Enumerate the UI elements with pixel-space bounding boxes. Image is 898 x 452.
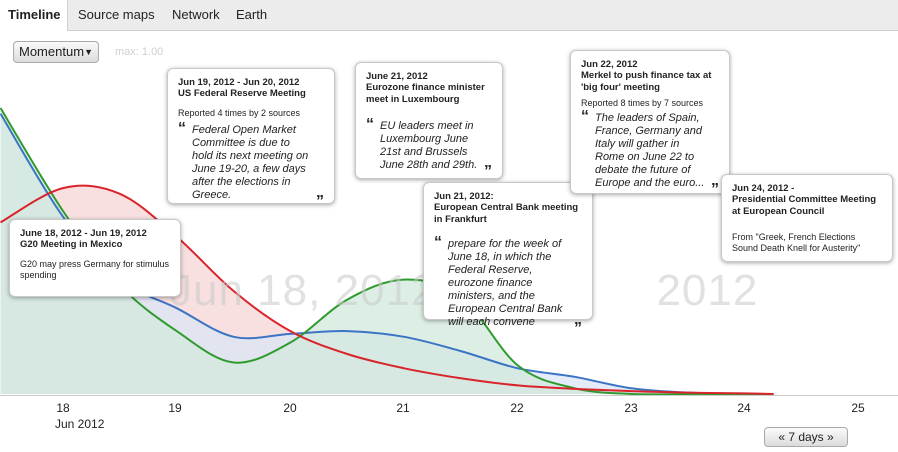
- event-card-eurozone[interactable]: June 21, 2012 Eurozone finance minister …: [355, 62, 503, 180]
- event-date: June 18, 2012 - Jun 19, 2012: [20, 228, 147, 239]
- event-quote: “prepare for the week of June 18, in whi…: [434, 234, 582, 337]
- event-reported: Reported 4 times by 2 sources: [178, 108, 301, 118]
- event-reported: Reported 8 times by 7 sources: [581, 98, 704, 108]
- open-quote-icon: “: [178, 120, 186, 137]
- event-date: Jun 19, 2012 - Jun 20, 2012: [178, 77, 300, 88]
- event-title: G20 Meeting in Mexico: [20, 239, 123, 250]
- close-quote-icon: ”: [711, 181, 719, 198]
- x-tick: 19: [168, 401, 182, 415]
- event-card-merkel[interactable]: Jun 22, 2012 Merkel to push finance tax …: [570, 50, 730, 198]
- days-pager[interactable]: « 7 days »: [764, 427, 848, 447]
- event-date: Jun 22, 2012: [581, 59, 638, 70]
- close-quote-icon: ”: [316, 193, 324, 210]
- tab-network[interactable]: Network: [172, 7, 220, 22]
- series-green-area: [0, 108, 774, 395]
- event-date: Jun 24, 2012 -: [732, 183, 795, 194]
- event-card-fed[interactable]: Jun 19, 2012 - Jun 20, 2012 US Federal R…: [167, 68, 335, 210]
- x-tick: 22: [510, 401, 524, 415]
- tab-source-maps[interactable]: Source maps: [78, 7, 155, 22]
- series-red-line: [0, 184, 774, 395]
- x-axis-line: [0, 395, 898, 396]
- event-quote: “The leaders of Spain, France, Germany a…: [581, 108, 719, 198]
- x-tick: 20: [283, 401, 297, 415]
- event-date: June 21, 2012: [366, 71, 428, 82]
- series-blue-area: [0, 113, 774, 394]
- event-quote: “EU leaders meet in Luxembourg June 21st…: [366, 116, 492, 180]
- event-quote: “Federal Open Market Committee is due to…: [178, 120, 324, 210]
- tab-bar: Timeline Source maps Network Earth: [0, 0, 898, 31]
- date-watermark: Jun 18, 2012 2012: [170, 266, 759, 315]
- event-card-g20[interactable]: June 18, 2012 - Jun 19, 2012 G20 Meeting…: [9, 219, 181, 297]
- close-quote-icon: ”: [484, 163, 492, 180]
- chevron-down-icon: ▼: [84, 47, 93, 57]
- x-tick: 25: [851, 401, 865, 415]
- tab-timeline[interactable]: Timeline: [0, 0, 68, 31]
- mode-select[interactable]: Momentum ▼: [13, 41, 99, 63]
- x-tick: 18: [56, 401, 70, 415]
- event-card-ecb[interactable]: Jun 21, 2012: European Central Bank meet…: [423, 182, 593, 337]
- close-quote-icon: ”: [574, 320, 582, 337]
- tab-earth[interactable]: Earth: [236, 7, 268, 22]
- event-title: Eurozone finance minister meet in Luxemb…: [366, 82, 485, 105]
- x-tick: 23: [624, 401, 638, 415]
- event-title: European Central Bank meeting in Frankfu…: [434, 202, 579, 225]
- event-body: G20 may press Germany for stimulus spend…: [20, 259, 170, 280]
- event-body: From "Greek, French Elections Sound Deat…: [732, 232, 861, 253]
- x-month-label: Jun 2012: [55, 417, 105, 431]
- open-quote-icon: “: [434, 234, 442, 251]
- event-title: US Federal Reserve Meeting: [178, 88, 306, 99]
- max-label: max: 1.00: [115, 46, 164, 58]
- open-quote-icon: “: [581, 108, 589, 125]
- event-card-council[interactable]: Jun 24, 2012 - Presidential Committee Me…: [721, 174, 893, 262]
- event-date: Jun 21, 2012:: [434, 191, 494, 202]
- open-quote-icon: “: [366, 116, 374, 133]
- x-tick: 21: [396, 401, 410, 415]
- event-title: Presidential Committee Meeting at Europe…: [732, 194, 877, 217]
- x-tick: 24: [737, 401, 751, 415]
- event-title: Merkel to push finance tax at 'big four'…: [581, 70, 712, 93]
